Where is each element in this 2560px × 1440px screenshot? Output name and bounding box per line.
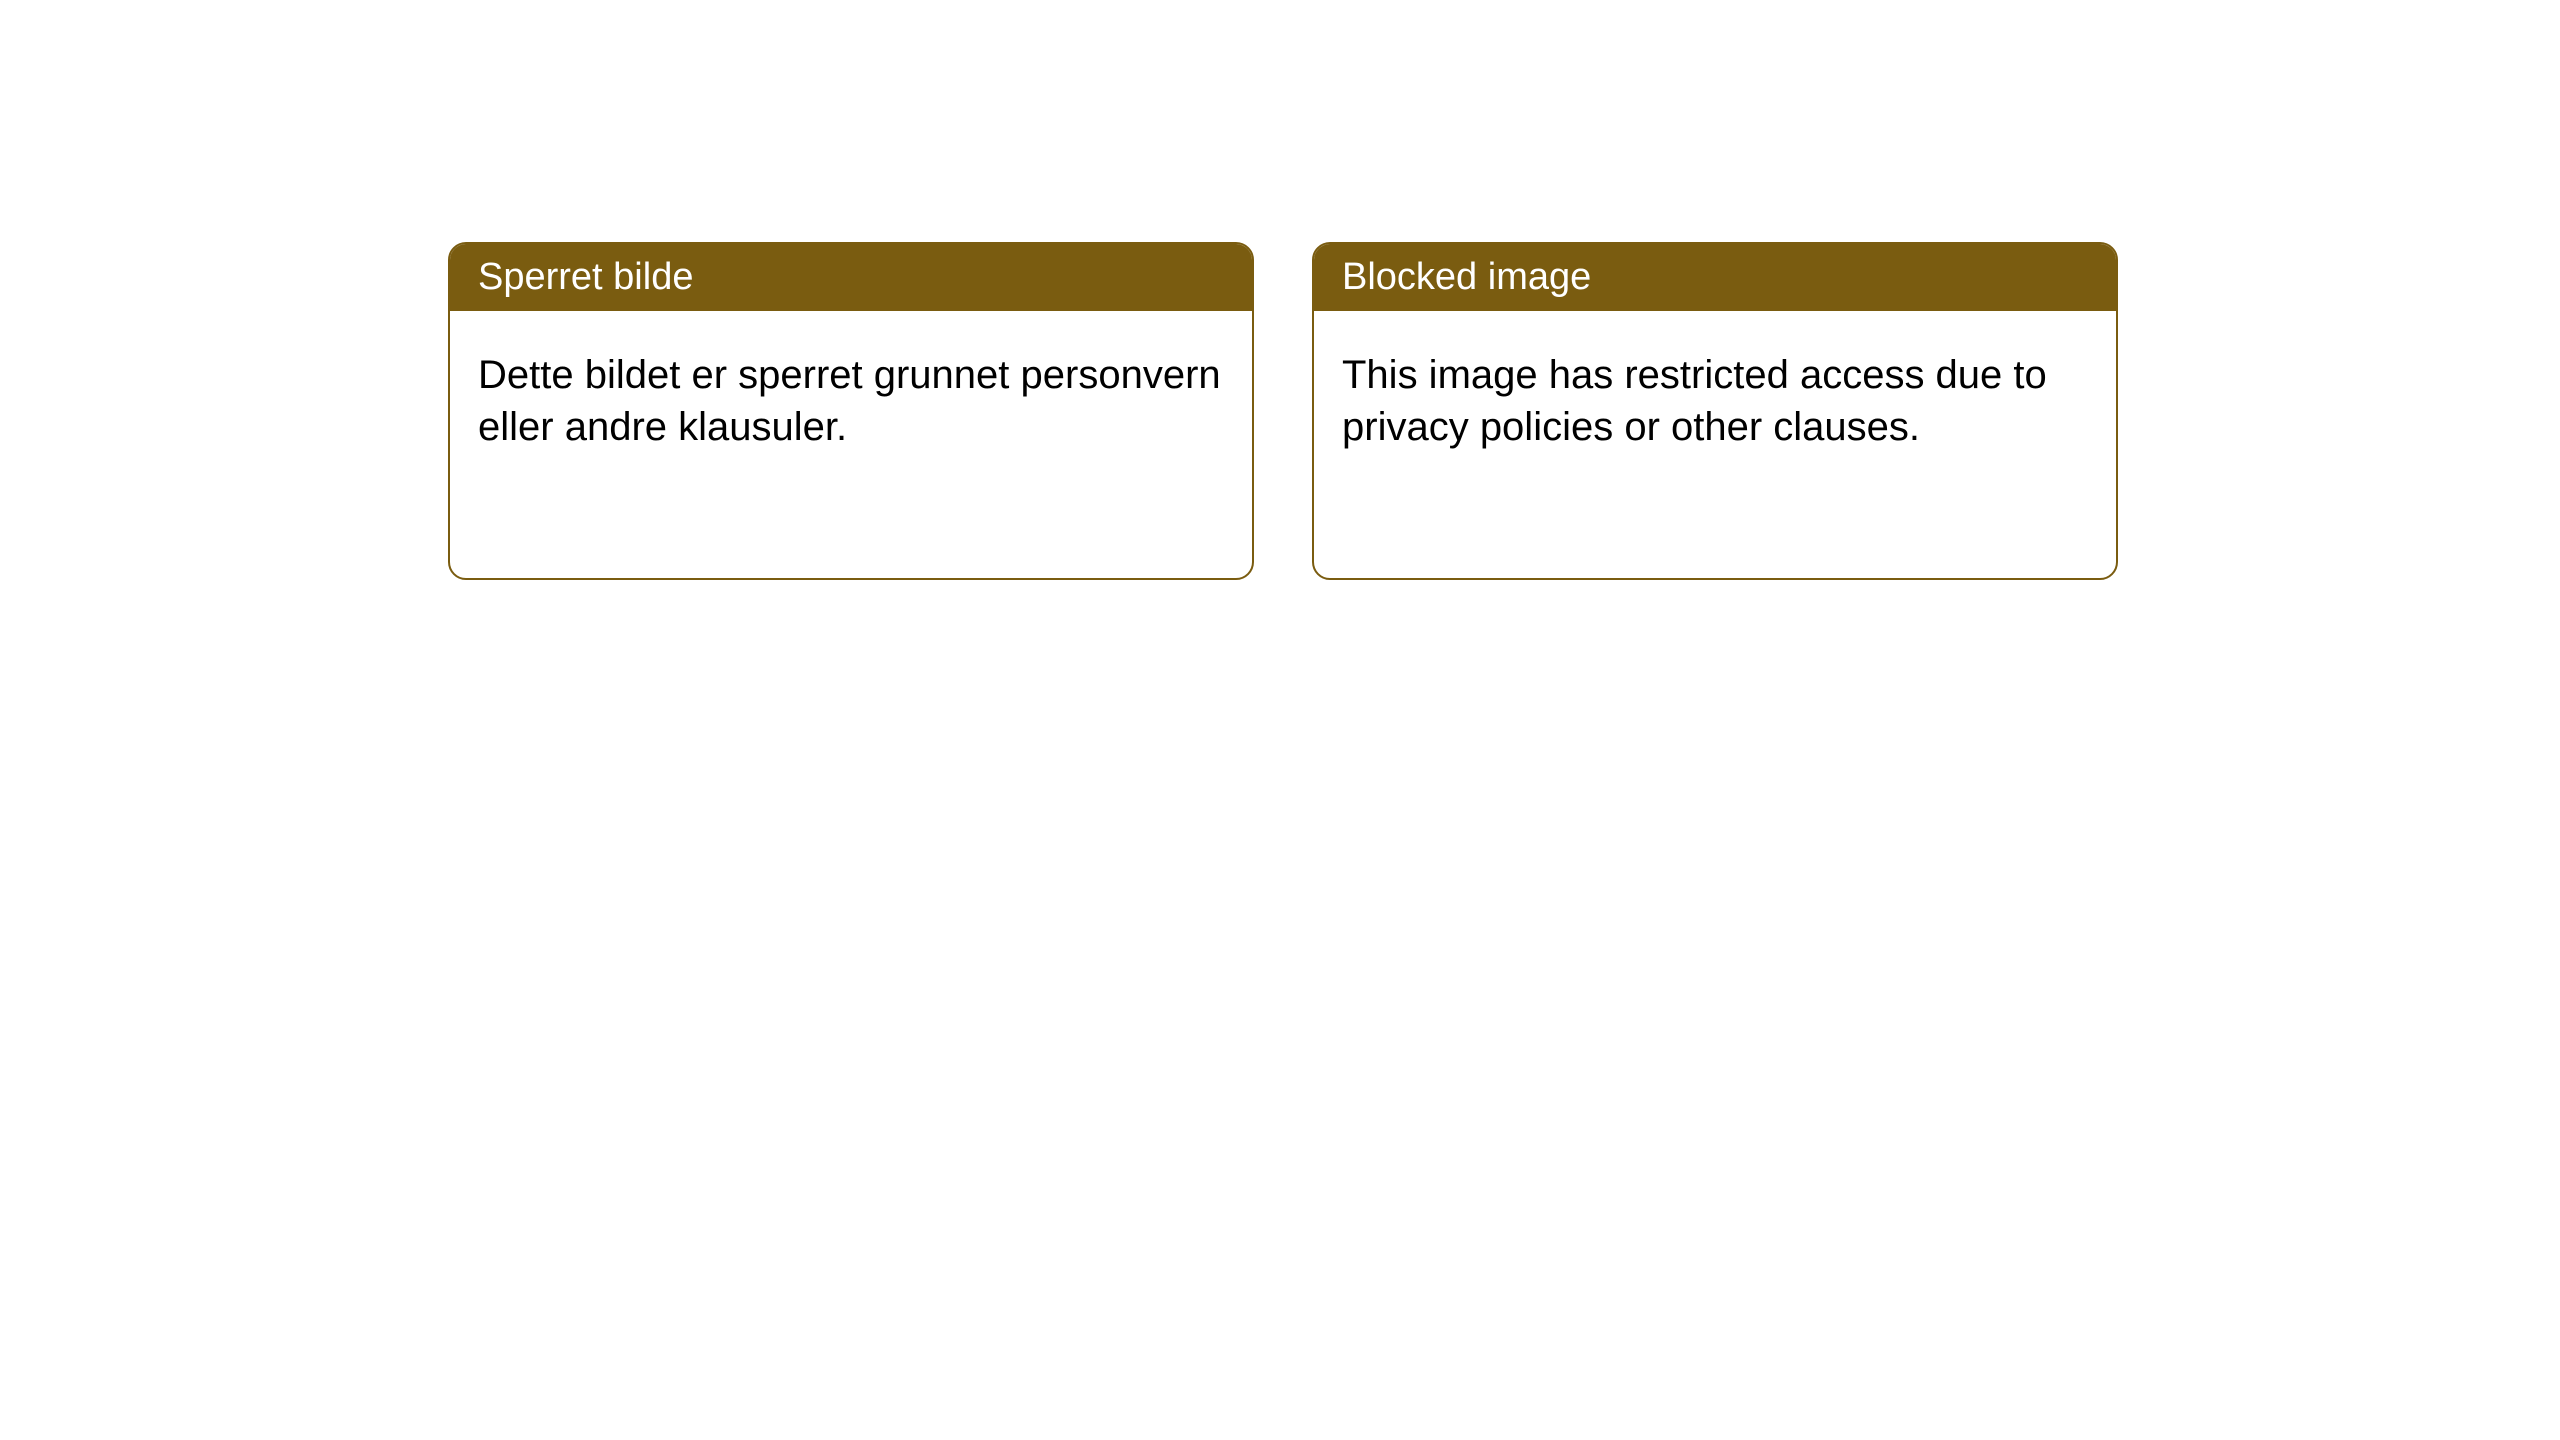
card-body: This image has restricted access due to … (1314, 311, 2116, 491)
notice-card-norwegian: Sperret bilde Dette bildet er sperret gr… (448, 242, 1254, 580)
card-title: Blocked image (1342, 256, 1591, 298)
card-body: Dette bildet er sperret grunnet personve… (450, 311, 1252, 491)
notice-container: Sperret bilde Dette bildet er sperret gr… (0, 0, 2560, 580)
card-title: Sperret bilde (478, 256, 693, 298)
card-header: Sperret bilde (450, 244, 1252, 311)
card-message: This image has restricted access due to … (1342, 353, 2047, 449)
notice-card-english: Blocked image This image has restricted … (1312, 242, 2118, 580)
card-header: Blocked image (1314, 244, 2116, 311)
card-message: Dette bildet er sperret grunnet personve… (478, 353, 1221, 449)
